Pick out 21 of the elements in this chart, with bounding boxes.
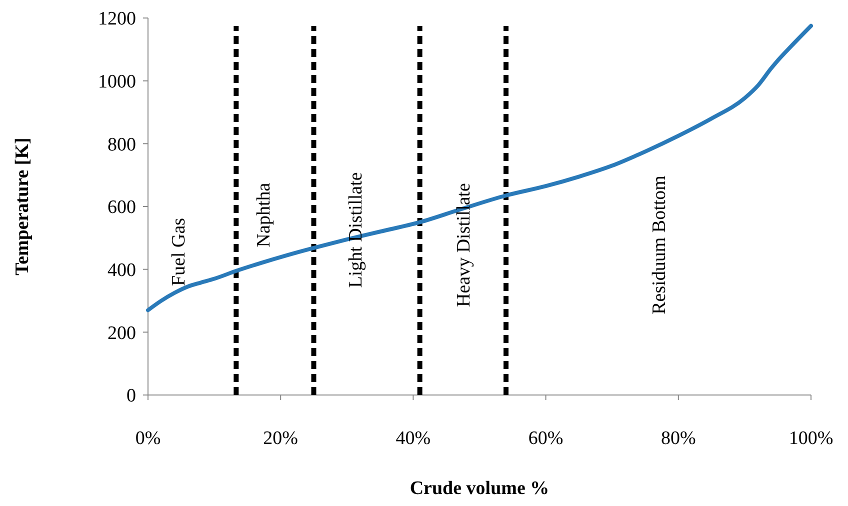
x-tick-label: 20% <box>263 428 298 449</box>
x-tick-label: 100% <box>788 428 834 449</box>
y-tick-label: 800 <box>108 134 136 156</box>
x-tick-label: 80% <box>660 428 696 449</box>
annotation: Fuel Gas <box>168 218 190 286</box>
annotation: Naphtha <box>254 182 275 248</box>
y-tick-label: 1200 <box>98 8 136 30</box>
y-tick-label: 200 <box>108 322 136 344</box>
y-axis-title: Temperature [K] <box>12 138 33 276</box>
annotation: Heavy Distillate <box>454 183 475 307</box>
x-tick-label: 0% <box>135 428 161 449</box>
x-axis-title: Crude volume % <box>410 478 550 499</box>
line-series <box>146 24 813 312</box>
annotation: Residuum Bottom <box>649 175 670 314</box>
y-tick-label: 400 <box>108 260 136 281</box>
annotation: Light Distillate <box>345 172 366 288</box>
y-tick-label: 0 <box>126 386 136 407</box>
y-tick-label: 1000 <box>98 71 136 92</box>
y-tick-label: 600 <box>108 197 136 218</box>
x-tick-label: 40% <box>396 428 431 449</box>
x-tick-label: 60% <box>528 428 564 449</box>
